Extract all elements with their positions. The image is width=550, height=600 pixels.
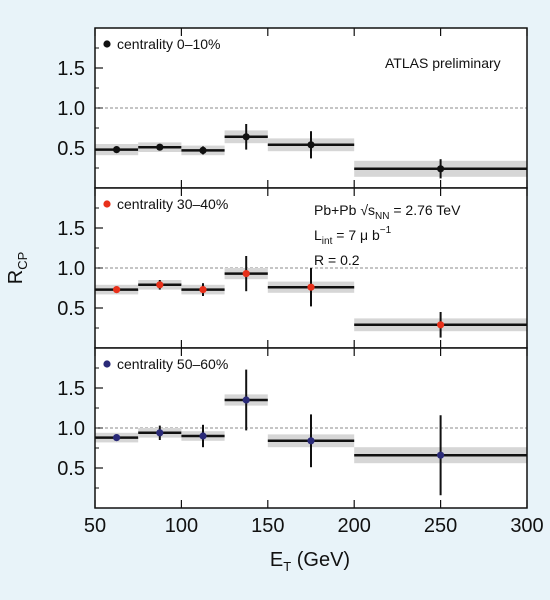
panel-0-data-point bbox=[307, 141, 315, 149]
x-tick-label: 200 bbox=[338, 515, 371, 537]
panel-0-legend-marker bbox=[103, 40, 111, 48]
panel-1-data-point bbox=[307, 283, 315, 291]
panel-1-annotation: Pb+Pb √sNN = 2.76 TeV bbox=[314, 202, 461, 222]
panel-1-y-tick-label: 1.0 bbox=[57, 258, 85, 280]
annotation-text-after: = 7 μ b bbox=[332, 227, 380, 243]
panel-1-data-point bbox=[199, 286, 207, 294]
panel-0-data-point bbox=[113, 146, 121, 154]
x-tick-label: 50 bbox=[84, 515, 106, 537]
panel-1-y-tick-label: 0.5 bbox=[57, 298, 85, 320]
panel-1-data-point bbox=[242, 270, 250, 278]
annotation-text: L bbox=[314, 227, 322, 243]
annotation-superscript: −1 bbox=[380, 225, 392, 236]
annotation-text-after: = 2.76 TeV bbox=[389, 202, 461, 218]
panel-0-y-tick-label: 1.5 bbox=[57, 58, 85, 80]
y-axis-title-main: R bbox=[5, 270, 27, 284]
annotation-text: Pb+Pb √s bbox=[314, 202, 375, 218]
annotation-subscript: NN bbox=[375, 211, 389, 222]
panel-1-data-point bbox=[437, 321, 445, 329]
panel-2-y-tick-label: 1.0 bbox=[57, 418, 85, 440]
panel-0-data-point bbox=[437, 165, 445, 173]
panel-2-y-tick-label: 0.5 bbox=[57, 458, 85, 480]
panel-1-annotation: R = 0.2 bbox=[314, 252, 360, 268]
y-axis-title-sub: CP bbox=[15, 252, 30, 270]
panel-0-y-tick-label: 1.0 bbox=[57, 98, 85, 120]
panel-1-annotation: Lint = 7 μ b−1 bbox=[314, 225, 392, 247]
panel-2-frame bbox=[94, 347, 528, 509]
panel-2-data-point bbox=[113, 434, 121, 442]
panel-2-data-point bbox=[156, 429, 164, 437]
panel-0-data-point bbox=[156, 143, 164, 151]
x-axis-title: ET (GeV) bbox=[270, 549, 350, 574]
x-axis-title-sub: T bbox=[283, 559, 291, 574]
panel-2-data-point bbox=[199, 432, 207, 440]
panel-1-y-tick-label: 1.5 bbox=[57, 218, 85, 240]
x-tick-label: 100 bbox=[165, 515, 198, 537]
panel-2-data-point bbox=[242, 396, 250, 404]
panel-1-legend-marker bbox=[103, 200, 111, 208]
annotation-subscript: int bbox=[322, 236, 333, 247]
x-axis-title-unit: (GeV) bbox=[291, 549, 350, 571]
panel-0-annotation: ATLAS preliminary bbox=[385, 55, 501, 71]
x-axis-title-main: E bbox=[270, 549, 283, 571]
panel-2-data-point bbox=[307, 437, 315, 445]
panel-2-y-tick-label: 1.5 bbox=[57, 378, 85, 400]
panel-0-data-point bbox=[199, 146, 207, 154]
annotation-text: ATLAS preliminary bbox=[385, 55, 501, 71]
panel-1-data-point bbox=[113, 286, 121, 294]
panel-2-legend-label: centrality 50–60% bbox=[117, 356, 228, 372]
panel-0-y-tick-label: 0.5 bbox=[57, 138, 85, 160]
panel-2-data-point bbox=[437, 451, 445, 459]
x-tick-label: 150 bbox=[251, 515, 284, 537]
y-axis-title: RCP bbox=[5, 252, 30, 285]
panel-1-data-point bbox=[156, 281, 164, 289]
annotation-text: R = 0.2 bbox=[314, 252, 360, 268]
panel-1-legend-label: centrality 30–40% bbox=[117, 196, 228, 212]
panel-0-data-point bbox=[242, 133, 250, 141]
panel-0-legend-label: centrality 0–10% bbox=[117, 36, 221, 52]
x-tick-label: 300 bbox=[510, 515, 543, 537]
x-tick-label: 250 bbox=[424, 515, 457, 537]
panel-2-legend-marker bbox=[103, 360, 111, 368]
